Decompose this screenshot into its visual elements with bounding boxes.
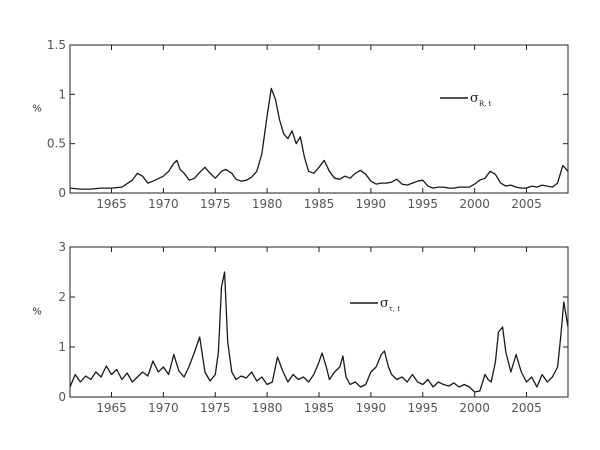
x-tick-label: 1985 <box>304 401 335 415</box>
plot-frame <box>69 44 569 194</box>
legend: στ, t <box>350 296 400 313</box>
x-tick-label: 1975 <box>200 197 231 211</box>
legend-subscript: R, t <box>479 100 492 108</box>
x-tick-label: 2000 <box>459 401 490 415</box>
x-tick-label: 1980 <box>252 197 283 211</box>
y-tick-label: 0.5 <box>47 137 66 151</box>
x-tick-label: 1970 <box>148 401 179 415</box>
series-line <box>70 271 568 393</box>
x-tick-label: 1995 <box>407 197 438 211</box>
bottom-panel-sigma-tau: 1965 1970 1975 1980 1985 1990 1995 2000 2005 0 1 2 3… <box>32 240 569 415</box>
legend-label: σR, t <box>470 91 492 108</box>
y-axis-label: % <box>32 104 42 115</box>
series-line <box>70 87 568 190</box>
x-tick-label: 1965 <box>96 401 127 415</box>
y-tick-label: 3 <box>58 240 66 254</box>
y-tick-label: 0 <box>58 186 66 200</box>
top-panel-sigma-r: 1965 1970 1975 1980 1985 1990 1995 2000 2005 0 0.5… <box>32 38 569 211</box>
x-tick-label: 1985 <box>304 197 335 211</box>
x-tick-label: 2000 <box>459 197 490 211</box>
x-tick-label: 1970 <box>148 197 179 211</box>
legend: σR, t <box>440 91 492 108</box>
x-tick-label: 2005 <box>511 197 542 211</box>
y-tick-label: 1.5 <box>47 38 66 52</box>
y-tick-label: 1 <box>58 340 66 354</box>
y-tick-label: 2 <box>58 290 66 304</box>
x-tick-label: 1990 <box>356 197 387 211</box>
legend-subscript: τ, t <box>389 305 400 313</box>
x-tick-label: 1995 <box>407 401 438 415</box>
x-tick-label: 1965 <box>96 197 127 211</box>
x-tick-label: 1980 <box>252 401 283 415</box>
y-tick-label: 1 <box>58 87 66 101</box>
x-tick-label: 1990 <box>356 401 387 415</box>
legend-label: στ, t <box>380 296 400 313</box>
y-axis-label: % <box>32 307 42 318</box>
x-tick-label: 1975 <box>200 401 231 415</box>
y-tick-label: 0 <box>58 390 66 404</box>
x-tick-label: 2005 <box>511 401 542 415</box>
